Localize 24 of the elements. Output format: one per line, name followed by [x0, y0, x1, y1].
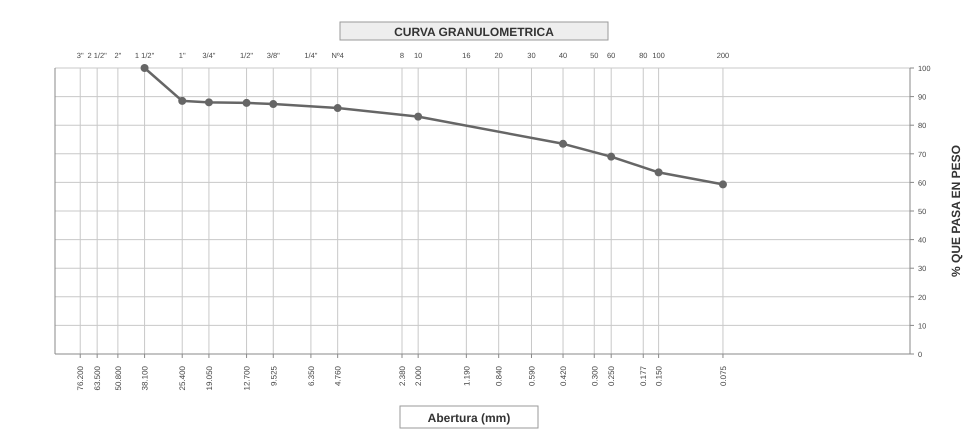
- x-tick-label: 1.190: [462, 365, 472, 386]
- chart-title: CURVA GRANULOMETRICA: [394, 25, 554, 39]
- x-tick-label: 0.300: [590, 365, 600, 386]
- x-tick-label: 6.350: [306, 365, 316, 386]
- x-tick-label: 19.050: [204, 365, 214, 390]
- x-tick-label: 0.840: [494, 365, 504, 386]
- x-tick-label: 0.177: [639, 365, 648, 386]
- x-tick-label: 0.075: [718, 365, 728, 386]
- x-tick-label: 2.380: [398, 365, 408, 386]
- x-tick-label: 0.420: [559, 365, 568, 386]
- x-tick-label: 12.700: [242, 365, 252, 390]
- x-tick-label: 63.500: [93, 365, 102, 390]
- x-tick-label: 50.800: [114, 365, 123, 390]
- y-axis-title: % QUE PASA EN PESO: [949, 144, 963, 278]
- x-tick-label: 0.590: [527, 365, 536, 386]
- x-tick-label: 76.200: [76, 365, 86, 390]
- x-tick-label: 9.525: [269, 365, 278, 386]
- x-tick-label: 4.760: [334, 365, 343, 386]
- x-tick-label: 0.150: [654, 365, 664, 386]
- x-tick-label: 38.100: [140, 365, 150, 390]
- x-tick-label: 0.250: [607, 365, 616, 386]
- x-axis-title: Abertura (mm): [428, 411, 510, 425]
- x-tick-label: 25.400: [178, 365, 188, 390]
- x-tick-label: 2.000: [414, 365, 424, 386]
